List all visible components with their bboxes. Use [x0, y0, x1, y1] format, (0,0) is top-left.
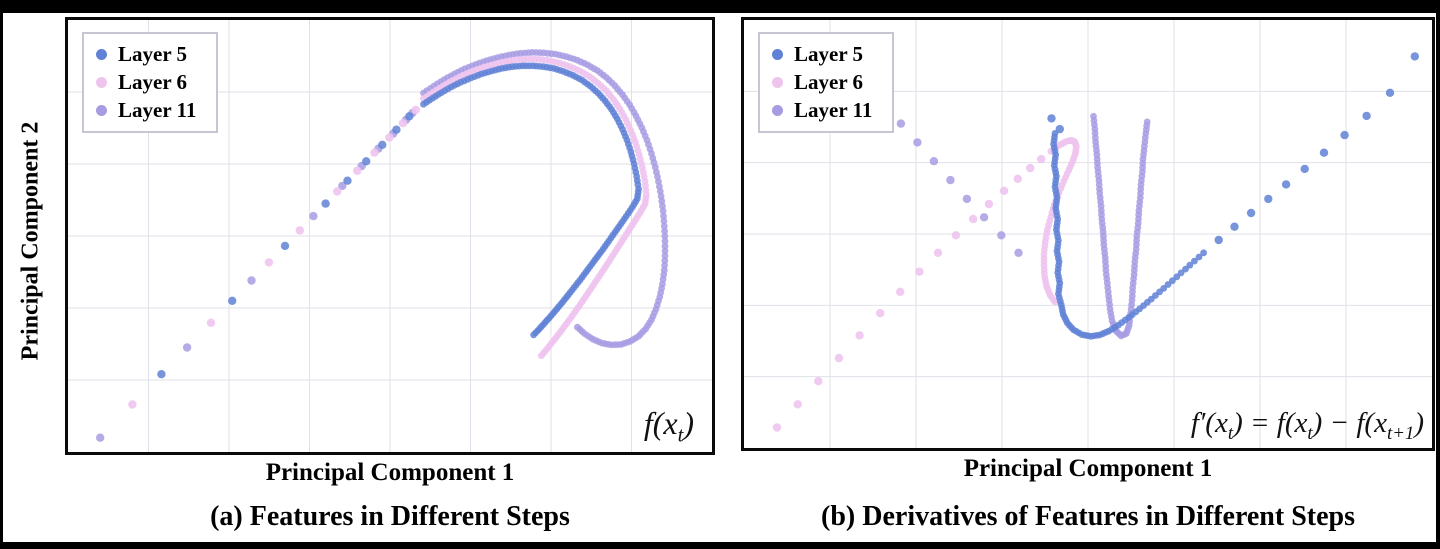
series-layer-11 — [896, 112, 1151, 340]
legend-b: Layer 5 Layer 6 Layer 11 — [758, 32, 895, 134]
scatter-svg-b — [744, 20, 1432, 448]
figure-canvas: Principal Component 2 Layer 5 Layer 6 Laye… — [3, 13, 1436, 542]
x-axis-label-a: Principal Component 1 — [265, 459, 515, 486]
series-layer-6 — [772, 136, 1080, 432]
legend-marker-icon — [96, 49, 107, 61]
caption-b: (b) Derivatives of Features in Different… — [821, 501, 1355, 532]
legend-a: Layer 5 Layer 6 Layer 11 — [82, 32, 219, 134]
legend-marker-icon — [96, 105, 107, 117]
legend-marker-icon — [772, 105, 783, 117]
legend-item-layer-11: Layer 11 — [96, 99, 196, 122]
legend-label: Layer 6 — [118, 70, 188, 95]
legend-label: Layer 6 — [794, 70, 864, 95]
series-layer-6 — [128, 55, 650, 409]
legend-item-layer-5: Layer 5 — [96, 42, 196, 66]
legend-label: Layer 5 — [794, 42, 864, 66]
x-axis-label-b: Principal Component 1 — [963, 455, 1213, 482]
legend-marker-icon — [772, 49, 783, 61]
series-layer-5 — [1047, 52, 1419, 340]
scatter-svg-a — [68, 20, 712, 452]
legend-item-layer-6: Layer 6 — [96, 70, 196, 95]
legend-label: Layer 11 — [118, 98, 197, 123]
legend-label: Layer 11 — [794, 98, 873, 123]
gridlines — [68, 20, 712, 452]
legend-label: Layer 5 — [118, 42, 188, 66]
legend-item-layer-6: Layer 6 — [772, 70, 872, 95]
legend-marker-icon — [772, 77, 783, 89]
caption-a: (a) Features in Different Steps — [210, 501, 570, 532]
plot-area-a: Layer 5 Layer 6 Layer 11 f(xt) — [65, 17, 715, 455]
legend-item-layer-11: Layer 11 — [772, 99, 872, 122]
annotation-formula-b: f′(xt) = f(xt) − f(xt+1) — [1190, 407, 1424, 445]
series-layer-5 — [157, 62, 642, 379]
y-axis-label-a: Principal Component 2 — [17, 121, 44, 361]
legend-item-layer-5: Layer 5 — [772, 42, 872, 66]
legend-marker-icon — [96, 77, 107, 89]
annotation-formula-a: f(xt) — [643, 404, 694, 447]
plot-area-b: Layer 5 Layer 6 Layer 11 f′(xt) = f(xt) − … — [741, 17, 1435, 451]
